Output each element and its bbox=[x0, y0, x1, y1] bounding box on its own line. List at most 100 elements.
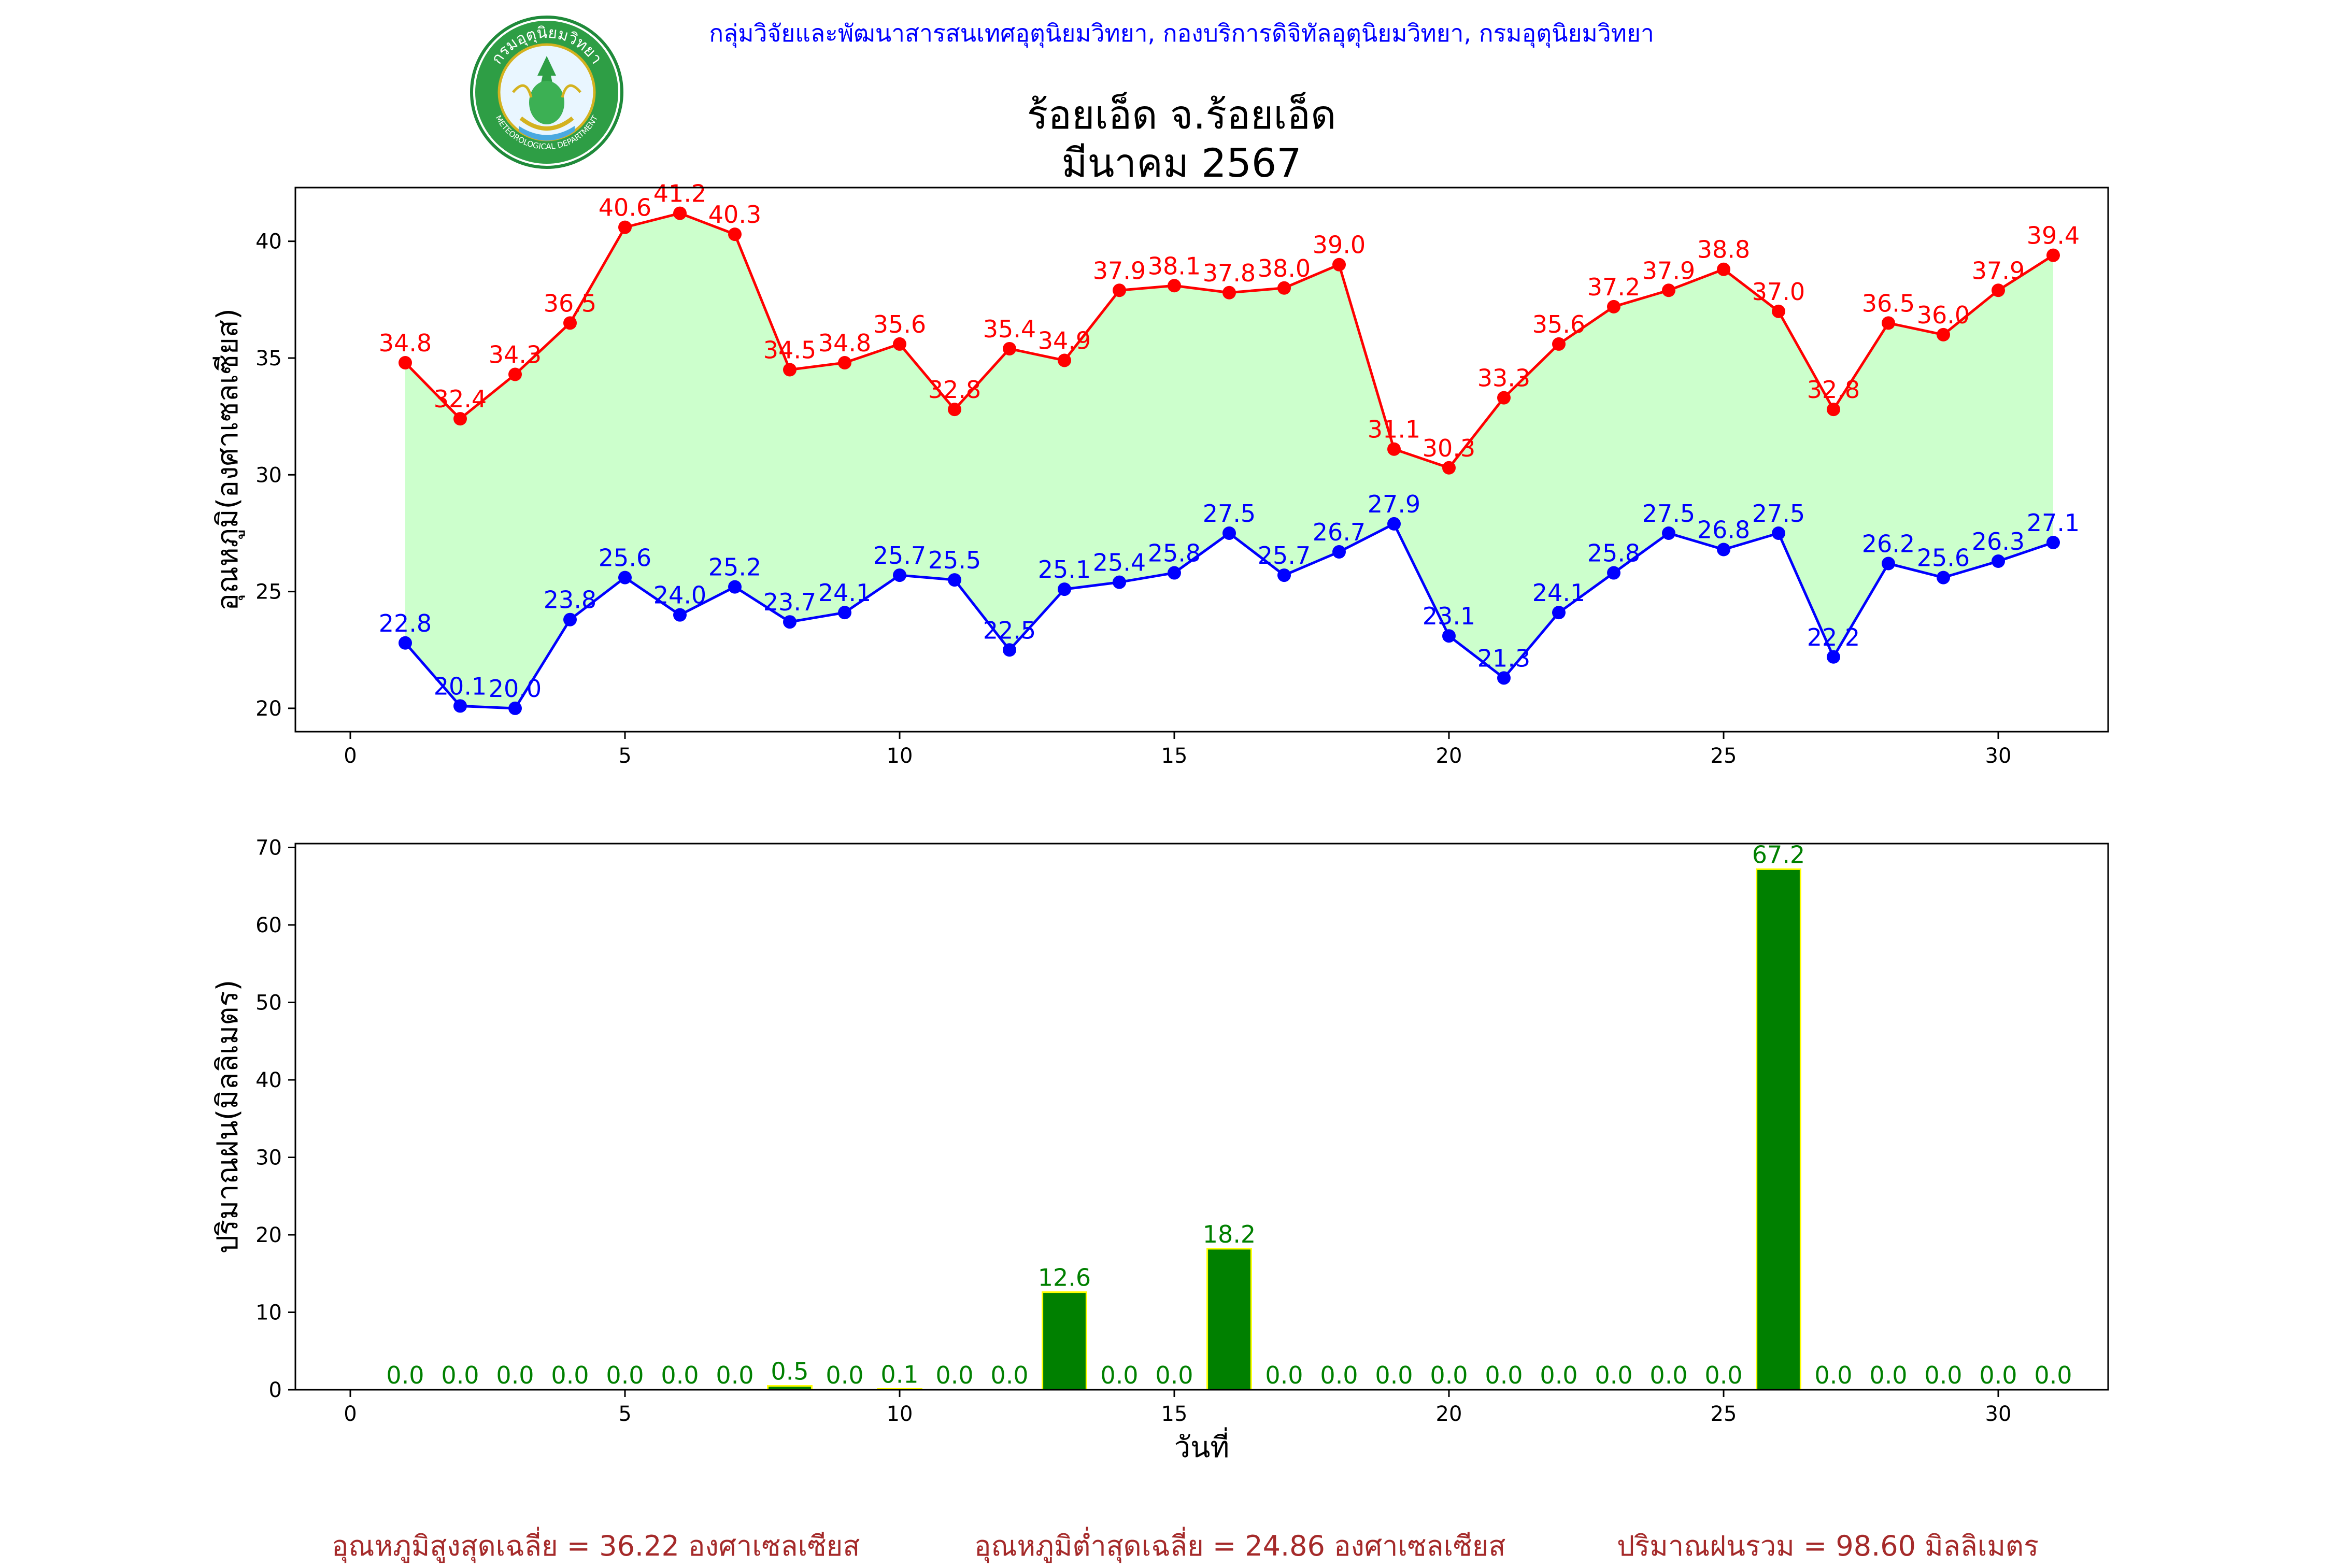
rain-bar-label: 0.5 bbox=[771, 1358, 808, 1386]
rain-bar-label: 0.0 bbox=[1485, 1361, 1523, 1389]
min-temperature-point bbox=[399, 636, 412, 650]
y-tick-label: 10 bbox=[255, 1301, 282, 1324]
max-temperature-point bbox=[1937, 327, 1950, 341]
rain-bar-label: 0.0 bbox=[1430, 1361, 1468, 1389]
rain-bar-label: 0.0 bbox=[716, 1361, 753, 1389]
rain-bar-label: 0.0 bbox=[1265, 1361, 1303, 1389]
max-temperature-label: 38.0 bbox=[1258, 254, 1311, 282]
x-tick-label: 20 bbox=[1436, 744, 1462, 768]
max-temperature-label: 39.0 bbox=[1313, 231, 1366, 259]
rain-bar-label: 0.0 bbox=[441, 1361, 479, 1389]
min-temperature-point bbox=[1882, 557, 1895, 571]
min-temperature-point bbox=[673, 608, 687, 622]
max-temperature-label: 38.8 bbox=[1697, 236, 1750, 264]
min-temperature-label: 25.2 bbox=[708, 553, 761, 581]
min-temperature-point bbox=[1113, 575, 1126, 589]
min-temperature-label: 22.2 bbox=[1807, 623, 1860, 651]
min-temperature-point bbox=[1277, 568, 1291, 582]
max-temperature-point bbox=[783, 363, 797, 377]
min-temperature-point bbox=[1772, 526, 1785, 540]
min-temperature-label: 24.1 bbox=[818, 579, 871, 607]
department-logo: กรมอุตุนิยมวิทยา METEOROLOGICAL DEPARTME… bbox=[470, 16, 623, 169]
max-temperature-label: 34.9 bbox=[1038, 326, 1091, 354]
min-temperature-label: 25.4 bbox=[1093, 549, 1146, 577]
rain-bar bbox=[1206, 1248, 1252, 1391]
min-temperature-point bbox=[948, 573, 961, 587]
min-temperature-label: 20.0 bbox=[489, 675, 542, 703]
min-temperature-label: 25.5 bbox=[928, 546, 981, 574]
min-temperature-label: 23.7 bbox=[763, 588, 816, 616]
rain-bar-label: 0.0 bbox=[1814, 1361, 1852, 1389]
max-temperature-point bbox=[618, 220, 632, 234]
max-temperature-point bbox=[1442, 461, 1456, 475]
min-temperature-point bbox=[1992, 554, 2005, 568]
max-temperature-label: 37.9 bbox=[1972, 256, 2025, 284]
min-temperature-point bbox=[1442, 629, 1456, 643]
rain-bar-label: 0.0 bbox=[2034, 1361, 2072, 1389]
y-tick-label: 50 bbox=[255, 991, 282, 1015]
max-temperature-point bbox=[1662, 283, 1675, 297]
x-tick-label: 5 bbox=[618, 744, 631, 768]
max-temperature-label: 31.1 bbox=[1368, 416, 1420, 444]
max-temperature-point bbox=[1827, 403, 1840, 417]
y-tick-label: 40 bbox=[255, 230, 282, 254]
min-temperature-label: 20.1 bbox=[434, 672, 487, 700]
y-tick-label: 20 bbox=[255, 697, 282, 721]
max-temperature-point bbox=[893, 337, 906, 351]
rain-bar-label: 0.0 bbox=[1650, 1361, 1687, 1389]
x-tick-label: 30 bbox=[1985, 1402, 2012, 1426]
rain-bar-label: 0.0 bbox=[1320, 1361, 1358, 1389]
min-temperature-label: 26.3 bbox=[1972, 528, 2025, 555]
x-tick-label: 25 bbox=[1711, 744, 1737, 768]
y-tick-label: 0 bbox=[269, 1378, 282, 1402]
y-tick-label: 70 bbox=[255, 836, 282, 860]
x-tick-label: 15 bbox=[1161, 744, 1188, 768]
temperature-range-fill bbox=[405, 213, 2053, 708]
min-temperature-label: 26.2 bbox=[1862, 530, 1915, 558]
max-temperature-point bbox=[1168, 279, 1181, 293]
max-temperature-point bbox=[838, 355, 851, 369]
rain-bar-label: 67.2 bbox=[1752, 840, 1805, 868]
max-temperature-label: 32.8 bbox=[1807, 376, 1860, 404]
max-temperature-label: 40.6 bbox=[599, 194, 651, 222]
rain-bar-label: 0.0 bbox=[551, 1361, 589, 1389]
rainfall-chart: 0.0 0.0 0.0 0.0 0.0 0.0 0.0 0.5 0.0 0.1 0.0 0.0 12.6… bbox=[211, 836, 2109, 1464]
max-temperature-label: 34.5 bbox=[763, 336, 816, 364]
min-temperature-label: 27.9 bbox=[1368, 490, 1420, 518]
y-tick-label: 60 bbox=[255, 914, 282, 937]
min-temperature-point bbox=[893, 568, 906, 582]
temperature-y-axis-label: อุณหภูมิ(องศาเซลเซียส) bbox=[211, 308, 245, 611]
y-tick-label: 25 bbox=[255, 580, 282, 604]
x-tick-label: 20 bbox=[1436, 1402, 1462, 1426]
max-temperature-point bbox=[1772, 304, 1785, 318]
min-temperature-label: 25.8 bbox=[1587, 539, 1640, 567]
rain-bar-label: 0.0 bbox=[935, 1361, 973, 1389]
rain-bar bbox=[1042, 1291, 1087, 1391]
rain-bar-label: 12.6 bbox=[1038, 1264, 1091, 1292]
min-temperature-label: 25.6 bbox=[1917, 544, 1970, 572]
max-temperature-label: 37.2 bbox=[1587, 273, 1640, 301]
rain-bar-label: 0.0 bbox=[1155, 1361, 1193, 1389]
min-temperature-label: 23.1 bbox=[1423, 602, 1475, 630]
rain-bar-label: 0.0 bbox=[386, 1361, 424, 1389]
max-temperature-point bbox=[728, 227, 742, 241]
min-temperature-label: 24.1 bbox=[1532, 579, 1585, 607]
max-temperature-label: 34.8 bbox=[379, 329, 432, 357]
min-temperature-point bbox=[618, 571, 632, 585]
rainfall-y-axis-label: ปริมาณฝน(มิลลิเมตร) bbox=[211, 980, 245, 1254]
max-temperature-label: 34.3 bbox=[489, 341, 542, 369]
min-temperature-point bbox=[1497, 671, 1511, 685]
x-tick-label: 10 bbox=[887, 1402, 913, 1426]
max-temperature-point bbox=[399, 355, 412, 369]
max-temperature-point bbox=[1277, 281, 1291, 295]
min-temperature-label: 21.3 bbox=[1477, 644, 1530, 672]
min-temperature-point bbox=[508, 701, 522, 715]
max-temperature-label: 37.0 bbox=[1752, 278, 1805, 306]
max-temperature-point bbox=[1882, 316, 1895, 330]
x-tick-label: 30 bbox=[1985, 744, 2012, 768]
max-temperature-label: 32.4 bbox=[434, 385, 487, 413]
max-temperature-label: 37.9 bbox=[1093, 256, 1146, 284]
y-tick-label: 30 bbox=[255, 1146, 282, 1170]
